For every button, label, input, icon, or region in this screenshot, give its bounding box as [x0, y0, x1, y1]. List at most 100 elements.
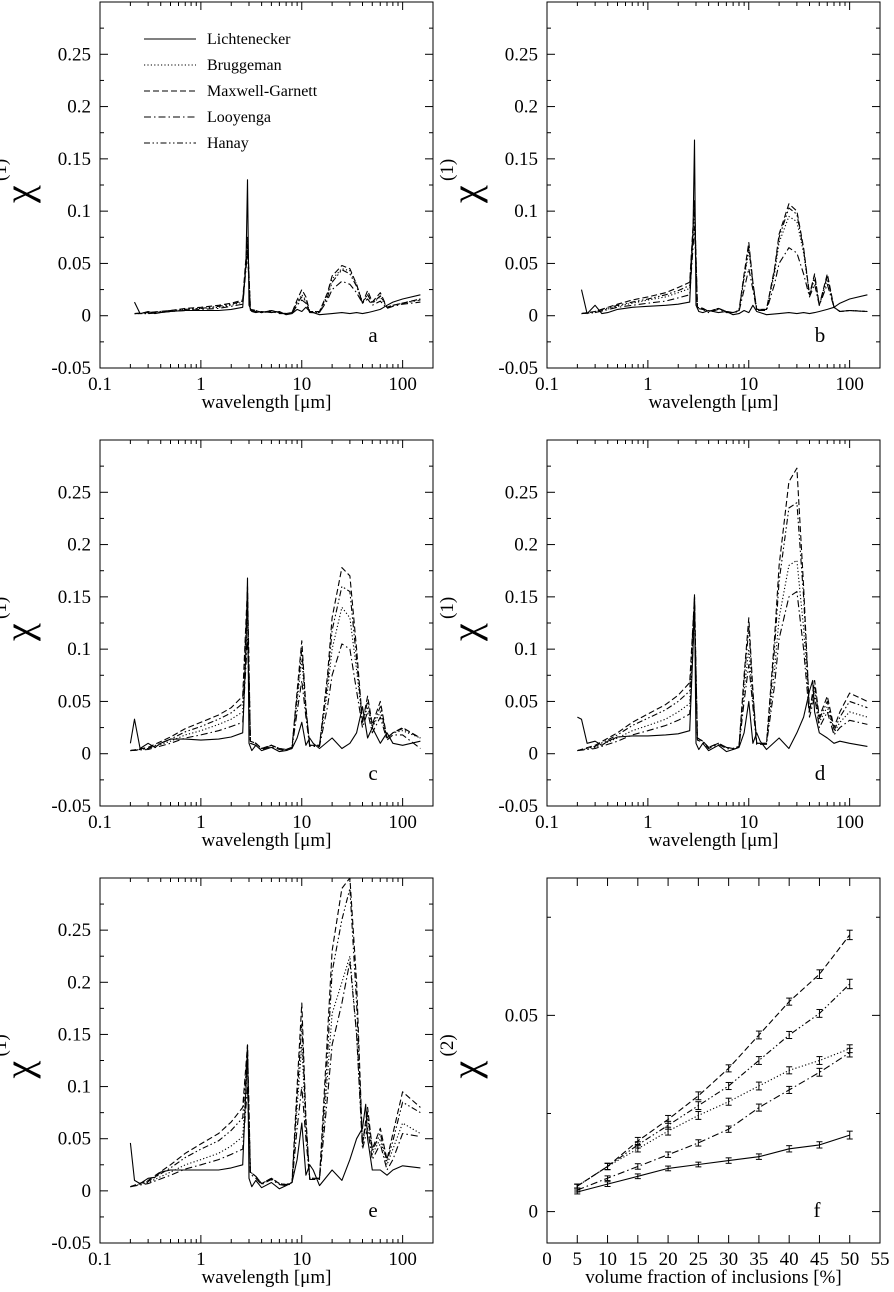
series-line-looyenga: [130, 960, 421, 1188]
y-axis-label: χ (2): [437, 1034, 488, 1079]
series-line-maxwell-garnett: [577, 934, 851, 1187]
y-axis-label: χ (1): [0, 597, 41, 642]
plot-frame: [546, 439, 881, 807]
series-line-hanay: [577, 502, 868, 752]
x-tick-label: 1: [196, 812, 206, 833]
x-tick-label: 100: [835, 374, 864, 395]
series-line-hanay: [130, 585, 421, 752]
y-tick-label: 0.1: [67, 1077, 91, 1098]
series-line-hanay: [130, 887, 421, 1188]
y-tick-label: -0.05: [51, 358, 91, 379]
x-tick-label: 1: [196, 1249, 206, 1270]
x-tick-label: 1: [196, 374, 206, 395]
y-axis-symbol: χ: [0, 1061, 41, 1080]
y-tick-label: 0.05: [505, 691, 538, 712]
x-tick-label: 0.1: [88, 1249, 112, 1270]
legend-label: Lichtenecker: [207, 31, 291, 48]
y-tick-label: 0.2: [514, 535, 538, 556]
plot-frame: [546, 877, 881, 1244]
y-axis-superscript: (2): [437, 1034, 458, 1056]
x-tick-label: 25: [689, 1249, 708, 1270]
x-axis-label: wavelength [μm]: [202, 1267, 332, 1288]
y-tick-label: 0.15: [58, 149, 91, 170]
series-line-bruggeman: [581, 210, 868, 315]
x-tick-label: 1: [643, 812, 653, 833]
panel-d: 0.1 1 10 100 -0.05 0 0.05 0.1 0.15 0.2 0.25 wavelen…: [437, 439, 881, 851]
series-line-hanay: [581, 205, 868, 315]
y-tick-label: 0.2: [514, 97, 538, 118]
x-tick-label: 5: [573, 1249, 583, 1270]
y-tick-label: 0.1: [67, 639, 91, 660]
y-axis-symbol: χ: [0, 185, 41, 204]
y-tick-label: 0: [82, 1181, 92, 1202]
series-line-bruggeman: [130, 606, 421, 752]
series-line-hanay: [134, 247, 421, 315]
y-axis-symbol: χ: [443, 1061, 488, 1080]
y-tick-label: 0.25: [505, 44, 538, 65]
series-line-looyenga: [577, 1052, 850, 1191]
panel-a: 0.1 1 10 100 -0.05 0 0.05 0.1 0.15 0.2 0.25 wavelen…: [0, 1, 434, 413]
y-tick-label: 0.25: [505, 482, 538, 503]
series-line-lichtenecker: [129, 1044, 421, 1190]
x-tick-label: 0: [542, 1249, 552, 1270]
y-tick-label: 0.1: [514, 639, 538, 660]
y-tick-label: 0.15: [58, 1024, 91, 1045]
y-tick-label: 0.25: [58, 44, 91, 65]
panel-b: 0.1 1 10 100 -0.05 0 0.05 0.1 0.15 0.2 0.25 wavelen…: [437, 1, 881, 413]
legend-label: Hanay: [207, 135, 249, 152]
y-axis-superscript: (1): [437, 159, 458, 181]
x-tick-label: 100: [835, 812, 864, 833]
x-tick-label: 55: [871, 1249, 890, 1270]
x-tick-label: 20: [659, 1249, 678, 1270]
x-tick-label: 100: [388, 812, 417, 833]
y-axis-symbol: χ: [443, 623, 488, 642]
y-axis-superscript: (1): [0, 159, 11, 181]
series-line-lichtenecker: [577, 594, 868, 753]
y-axis-superscript: (1): [437, 597, 458, 619]
series-line-maxwell-garnett: [581, 200, 868, 315]
series-line-looyenga: [130, 638, 421, 752]
y-tick-label: 0.15: [58, 587, 91, 608]
series-line-bruggeman: [577, 559, 868, 752]
series-line-lichtenecker: [134, 179, 421, 316]
y-tick-label: -0.05: [498, 796, 538, 817]
series-line-maxwell-garnett: [577, 467, 868, 752]
legend-label: Looyenga: [207, 109, 271, 126]
x-axis-label: wavelength [μm]: [202, 392, 332, 413]
x-tick-label: 0.1: [535, 374, 559, 395]
y-axis-label: χ (1): [0, 159, 41, 204]
x-axis-label: wavelength [μm]: [202, 830, 332, 851]
x-tick-label: 1: [643, 374, 653, 395]
y-tick-label: 0: [529, 1202, 539, 1223]
plot-frame: [546, 1, 881, 369]
y-tick-label: 0.05: [58, 691, 91, 712]
y-tick-label: 0.1: [67, 201, 91, 222]
series-line-maxwell-garnett: [134, 236, 421, 315]
series-line-bruggeman: [577, 1048, 850, 1187]
y-tick-label: 0.15: [505, 149, 538, 170]
panel-letter: d: [815, 761, 826, 785]
y-tick-label: -0.05: [51, 1233, 91, 1254]
y-axis-superscript: (1): [0, 1034, 11, 1056]
series-line-looyenga: [581, 226, 868, 315]
y-axis-superscript: (1): [0, 597, 11, 619]
x-axis-label: wavelength [μm]: [649, 392, 779, 413]
y-tick-label: 0.05: [505, 253, 538, 274]
panel-letter: a: [368, 323, 378, 347]
series-line-maxwell-garnett: [130, 878, 421, 1188]
x-tick-label: 30: [719, 1249, 738, 1270]
plot-frame: [99, 877, 434, 1244]
x-tick-label: 45: [810, 1249, 829, 1270]
y-axis-label: χ (1): [437, 597, 488, 642]
x-tick-label: 0.1: [535, 812, 559, 833]
legend: Lichtenecker Bruggeman Maxwell-Garnett Looy…: [144, 31, 318, 152]
y-tick-label: 0: [82, 306, 92, 327]
x-tick-label: 100: [388, 1249, 417, 1270]
y-tick-label: 0.25: [58, 482, 91, 503]
x-tick-label: 15: [628, 1249, 647, 1270]
series-line-lichtenecker: [580, 139, 868, 316]
x-tick-label: 10: [292, 374, 311, 395]
x-tick-label: 100: [388, 374, 417, 395]
